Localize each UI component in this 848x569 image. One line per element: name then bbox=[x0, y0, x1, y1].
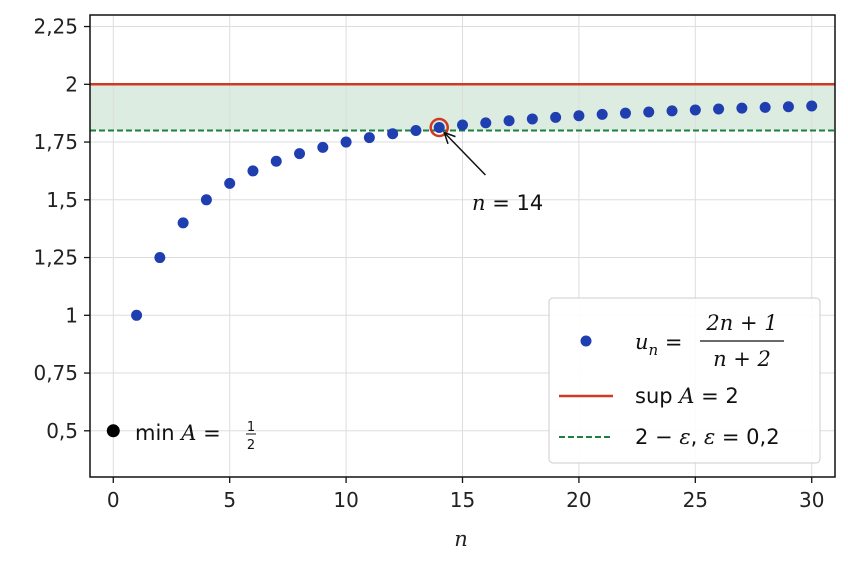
x-tick-label: 10 bbox=[333, 488, 358, 512]
data-point bbox=[363, 132, 375, 144]
data-point bbox=[457, 119, 468, 131]
legend-u: u bbox=[635, 330, 649, 354]
legend-label-sequence-lhs: un = bbox=[635, 330, 682, 359]
data-point bbox=[200, 194, 212, 206]
x-tick-label: 0 bbox=[107, 488, 120, 512]
data-point bbox=[317, 141, 329, 153]
data-point bbox=[806, 100, 818, 112]
data-point bbox=[643, 106, 655, 118]
data-point bbox=[713, 103, 725, 115]
data-point bbox=[224, 177, 236, 189]
legend-eps-a: 2 − bbox=[635, 425, 679, 449]
legend-eps-b: ε bbox=[679, 425, 690, 449]
y-tick-label: 0,75 bbox=[33, 361, 78, 385]
data-point bbox=[526, 113, 538, 125]
min-label-eq: = bbox=[196, 421, 220, 445]
legend-label-eps: 2 − ε, ε = 0,2 bbox=[635, 425, 780, 449]
data-point bbox=[387, 128, 399, 140]
annotation-label: n = 14 bbox=[472, 191, 543, 215]
data-point bbox=[177, 217, 189, 229]
data-point bbox=[596, 108, 608, 120]
min-point bbox=[106, 424, 120, 438]
data-point bbox=[759, 101, 771, 113]
highlight-ring bbox=[429, 117, 449, 138]
legend-box bbox=[548, 297, 821, 464]
y-tick-label: 2,25 bbox=[33, 15, 78, 39]
x-tick-label: 30 bbox=[799, 488, 824, 512]
annotation-arrow-head bbox=[443, 131, 456, 145]
legend-sup-eq: = 2 bbox=[694, 384, 738, 408]
data-point bbox=[550, 111, 562, 123]
data-point bbox=[503, 115, 515, 127]
x-tick-label: 5 bbox=[223, 488, 236, 512]
legend-fraction-num: 2n + 1 bbox=[705, 311, 777, 335]
y-tick-label: 2 bbox=[65, 72, 78, 96]
annotation-num: 14 bbox=[516, 191, 543, 215]
x-tick-label: 25 bbox=[683, 488, 708, 512]
data-point bbox=[573, 110, 585, 122]
data-point bbox=[666, 105, 678, 117]
min-label-fraction-num: 1 bbox=[247, 420, 255, 435]
min-label-fraction-den: 2 bbox=[247, 438, 255, 453]
data-point bbox=[340, 136, 352, 148]
data-point bbox=[480, 117, 492, 129]
data-point bbox=[247, 165, 259, 177]
legend-label-sup: sup A = 2 bbox=[635, 384, 739, 408]
y-tick-label: 1,75 bbox=[33, 130, 78, 154]
annotation-eq: = bbox=[486, 191, 517, 215]
y-tick-label: 1 bbox=[65, 303, 78, 327]
x-axis-title: n bbox=[454, 527, 468, 551]
data-point bbox=[782, 101, 794, 113]
min-label-var: A bbox=[175, 421, 197, 445]
data-point bbox=[154, 252, 166, 264]
svg-text:min A =: min A = bbox=[135, 421, 221, 445]
y-tick-label: 1,5 bbox=[46, 188, 78, 212]
data-point bbox=[270, 155, 282, 167]
min-label: min A = 1 2 bbox=[135, 420, 256, 453]
annotation-arrow bbox=[443, 131, 486, 176]
legend: un = 2n + 1 n + 2 sup A = 2 2 − ε, ε = 0… bbox=[548, 297, 821, 464]
data-point bbox=[619, 107, 631, 119]
legend-fraction-den: n + 2 bbox=[713, 347, 771, 371]
data-point bbox=[689, 104, 701, 116]
y-tick-label: 0,5 bbox=[46, 419, 78, 443]
data-point bbox=[433, 121, 445, 133]
legend-sup-prefix: sup bbox=[635, 384, 673, 408]
data-point bbox=[736, 102, 748, 114]
legend-u-eq: = bbox=[658, 330, 682, 354]
x-tick-label: 15 bbox=[450, 488, 475, 512]
x-tick-label: 20 bbox=[566, 488, 591, 512]
legend-sup-var: A bbox=[673, 384, 695, 408]
legend-eps-d: ε bbox=[704, 425, 715, 449]
legend-u-sub: n bbox=[649, 341, 659, 359]
y-tick-label: 1,25 bbox=[33, 246, 78, 270]
min-label-prefix: min bbox=[135, 421, 175, 445]
legend-marker-sequence bbox=[580, 335, 592, 347]
data-point bbox=[131, 309, 143, 321]
data-point bbox=[294, 148, 306, 160]
legend-eps-c: , bbox=[691, 425, 704, 449]
annotation-var: n bbox=[472, 191, 486, 215]
legend-eps-e: = 0,2 bbox=[715, 425, 779, 449]
data-point bbox=[410, 125, 422, 136]
